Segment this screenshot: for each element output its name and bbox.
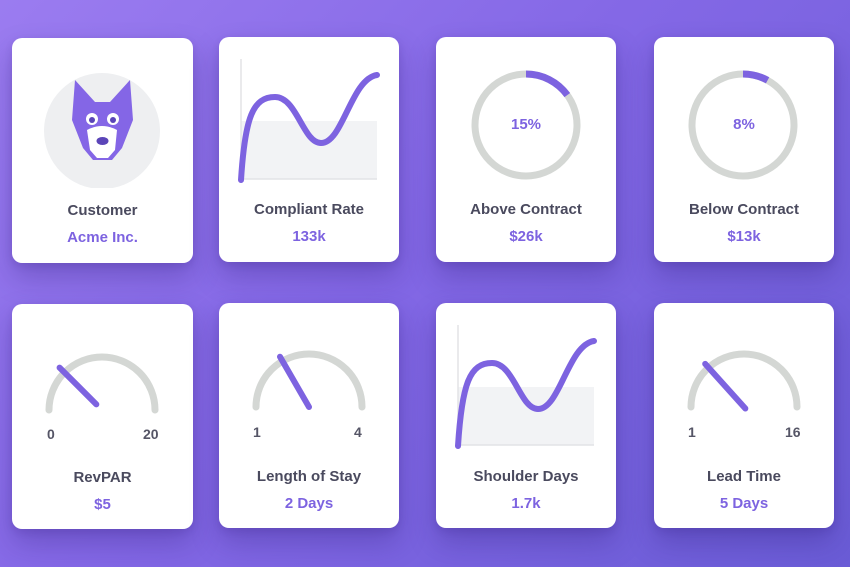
above-contract-percent: 15%	[510, 116, 542, 133]
avatar	[44, 73, 160, 188]
shoulder-days-card[interactable]: Shoulder Days 1.7k	[436, 303, 616, 528]
below-contract-ring	[688, 70, 798, 180]
lead-time-gauge-needle	[702, 360, 749, 412]
wolf-icon	[72, 80, 133, 160]
above-contract-value: $26k	[509, 228, 543, 245]
compliant-rate-value: 133k	[292, 228, 326, 245]
lead-time-value: 5 Days	[719, 495, 769, 512]
compliant-rate-card[interactable]: Compliant Rate 133k	[219, 37, 399, 262]
lead-time-gauge	[687, 350, 801, 412]
length-of-stay-value: 2 Days	[284, 495, 334, 512]
length-of-stay-card[interactable]: 1 4 Length of Stay 2 Days	[219, 303, 399, 528]
length-of-stay-gauge-needle	[277, 353, 312, 410]
compliant-rate-label: Compliant Rate	[253, 201, 364, 218]
revpar-value: $5	[94, 496, 111, 513]
lead-time-label: Lead Time	[707, 468, 781, 485]
shoulder-days-label: Shoulder Days	[473, 468, 579, 485]
revpar-gauge-needle	[56, 364, 100, 408]
below-contract-percent: 8%	[733, 116, 755, 133]
above-contract-card[interactable]: 15% Above Contract $26k	[436, 37, 616, 262]
above-contract-ring	[471, 70, 581, 180]
below-contract-value: $13k	[727, 228, 761, 245]
above-contract-label: Above Contract	[470, 201, 582, 218]
below-contract-ring-progress	[688, 70, 798, 180]
below-contract-card[interactable]: 8% Below Contract $13k	[654, 37, 834, 262]
above-contract-ring-progress	[471, 70, 581, 180]
shoulder-days-sparkline	[455, 325, 597, 449]
customer-card[interactable]: Customer Acme Inc.	[12, 38, 193, 263]
lead-time-card[interactable]: 1 16 Lead Time 5 Days	[654, 303, 834, 528]
length-of-stay-gauge	[252, 350, 366, 411]
compliant-rate-sparkline	[238, 59, 380, 183]
shoulder-days-value: 1.7k	[511, 495, 541, 512]
length-of-stay-label: Length of Stay	[256, 468, 362, 485]
revpar-card[interactable]: 0 20 RevPAR $5	[12, 304, 193, 529]
customer-label: Customer	[67, 202, 138, 219]
revpar-gauge	[45, 353, 159, 414]
below-contract-label: Below Contract	[688, 201, 799, 218]
lead-time-gauge-min: 1	[688, 424, 696, 440]
lead-time-gauge-max: 16	[785, 424, 801, 440]
revpar-gauge-max: 20	[143, 426, 159, 442]
length-of-stay-gauge-min: 1	[253, 424, 261, 440]
customer-value: Acme Inc.	[67, 229, 138, 246]
revpar-gauge-min: 0	[47, 426, 55, 442]
length-of-stay-gauge-max: 4	[354, 424, 362, 440]
revpar-label: RevPAR	[73, 469, 132, 486]
